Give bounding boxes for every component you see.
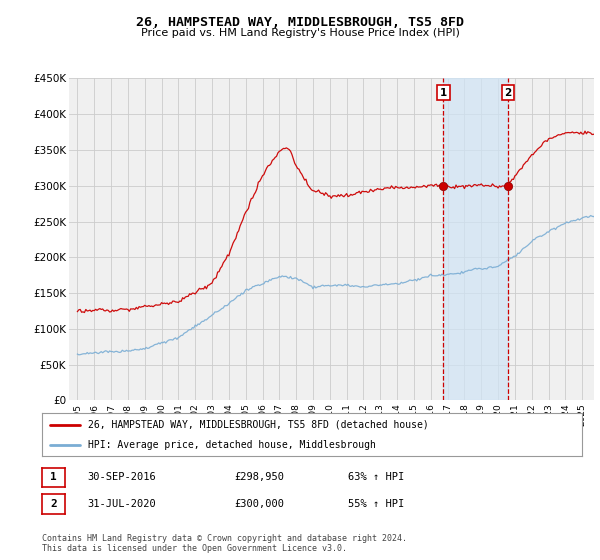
Text: 30-SEP-2016: 30-SEP-2016 [87,472,156,482]
Text: 2: 2 [50,499,57,509]
Text: 1: 1 [440,88,447,97]
Text: 26, HAMPSTEAD WAY, MIDDLESBROUGH, TS5 8FD (detached house): 26, HAMPSTEAD WAY, MIDDLESBROUGH, TS5 8F… [88,420,428,430]
Text: 2: 2 [504,88,511,97]
Text: £300,000: £300,000 [234,499,284,509]
Text: 55% ↑ HPI: 55% ↑ HPI [348,499,404,509]
Text: £298,950: £298,950 [234,472,284,482]
Text: HPI: Average price, detached house, Middlesbrough: HPI: Average price, detached house, Midd… [88,441,376,450]
Text: 26, HAMPSTEAD WAY, MIDDLESBROUGH, TS5 8FD: 26, HAMPSTEAD WAY, MIDDLESBROUGH, TS5 8F… [136,16,464,29]
Text: Price paid vs. HM Land Registry's House Price Index (HPI): Price paid vs. HM Land Registry's House … [140,28,460,38]
Text: 31-JUL-2020: 31-JUL-2020 [87,499,156,509]
Text: 1: 1 [50,472,57,482]
Text: 63% ↑ HPI: 63% ↑ HPI [348,472,404,482]
Bar [443,78,508,400]
Text: Contains HM Land Registry data © Crown copyright and database right 2024.
This d: Contains HM Land Registry data © Crown c… [42,534,407,553]
